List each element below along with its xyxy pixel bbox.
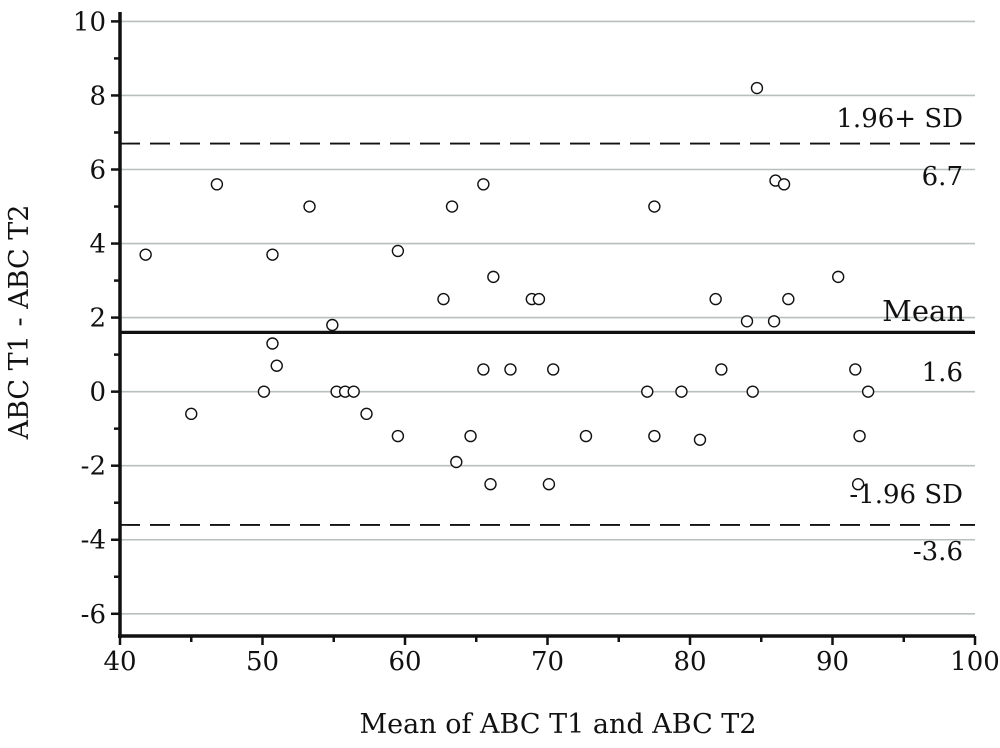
upper-limit-label: 1.96+ SD: [836, 104, 963, 134]
x-tick-label: 80: [673, 647, 706, 677]
reference-lines: [120, 142, 975, 526]
data-point: [832, 270, 845, 284]
data-point: [851, 478, 865, 491]
data-point: [861, 385, 875, 398]
x-tick-label: 50: [246, 647, 279, 677]
x-tick-label: 90: [816, 647, 849, 677]
data-point: [391, 429, 405, 443]
data-point: [777, 178, 791, 191]
data-point: [693, 433, 707, 446]
data-point: [437, 292, 450, 306]
data-point: [185, 407, 198, 421]
data-point: [675, 385, 688, 398]
x-tick-label: 100: [950, 647, 1000, 677]
data-point: [347, 385, 360, 398]
y-tick-label: 2: [89, 304, 106, 334]
x-axis-title: Mean of ABC T1 and ABC T2: [360, 709, 757, 740]
data-point: [782, 292, 795, 306]
data-point: [648, 429, 661, 443]
y-tick-label: 4: [89, 230, 106, 260]
data-point: [648, 200, 661, 213]
data-point: [641, 385, 654, 398]
y-axis-title: ABC T1 - ABC T2: [4, 205, 35, 441]
data-point: [740, 315, 754, 328]
data-point: [532, 292, 546, 306]
data-point: [715, 363, 728, 376]
data-point: [450, 455, 463, 469]
data-point: [266, 248, 279, 261]
axes: -6 -4 -2 0 2 4 6 8 10 40 50 60 70 80 90 100: [73, 7, 1000, 677]
data-point: [849, 363, 862, 376]
y-tick-label: -2: [81, 452, 106, 482]
data-point: [445, 200, 459, 213]
data-point: [266, 337, 279, 350]
data-point: [303, 200, 316, 213]
x-tick-label: 40: [103, 647, 136, 677]
data-point: [139, 248, 152, 261]
upper-limit-value: 6.7: [922, 162, 963, 192]
data-point: [504, 363, 517, 376]
x-tick-label: 70: [531, 647, 564, 677]
data-point: [853, 429, 866, 443]
y-tick-label: -6: [81, 600, 106, 630]
y-tick-label: -4: [81, 526, 106, 556]
data-point: [477, 363, 490, 376]
data-point: [326, 318, 339, 332]
mean-label: Mean: [882, 294, 965, 328]
annotations: 1.96+ SD 6.7 Mean 1.6 -1.96 SD -3.6 Mean…: [4, 104, 965, 740]
data-point: [464, 429, 477, 443]
data-point: [767, 315, 781, 328]
lower-limit-value: -3.6: [913, 537, 963, 567]
data-point: [257, 385, 271, 398]
data-point: [709, 292, 722, 306]
y-tick-label: 6: [89, 156, 106, 186]
data-point: [360, 407, 373, 421]
mean-value: 1.6: [922, 358, 963, 388]
data-point: [477, 178, 490, 191]
data-point: [484, 478, 497, 491]
lower-limit-label: -1.96 SD: [849, 480, 963, 510]
data-point: [750, 81, 764, 95]
data-point: [487, 270, 500, 284]
data-point: [746, 385, 759, 398]
data-point: [547, 363, 560, 376]
x-tick-label: 60: [388, 647, 421, 677]
data-point: [542, 478, 556, 491]
data-point: [270, 359, 283, 372]
data-point: [579, 429, 593, 443]
y-tick-label: 10: [73, 7, 106, 37]
data-point: [391, 244, 405, 258]
y-tick-label: 0: [89, 378, 106, 408]
data-points: [139, 81, 875, 491]
y-tick-label: 8: [89, 81, 106, 111]
data-point: [210, 178, 224, 191]
